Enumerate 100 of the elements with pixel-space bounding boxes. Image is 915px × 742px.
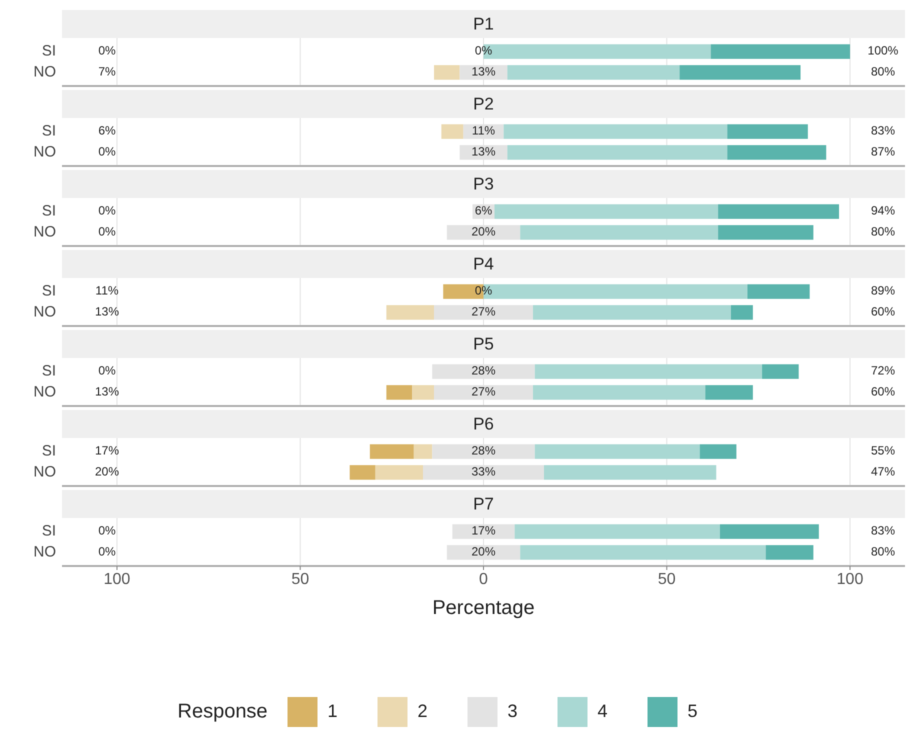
annotation: 13% <box>94 384 120 399</box>
bar <box>766 545 814 560</box>
annotation: 80% <box>870 224 896 239</box>
annotation: 0% <box>98 44 116 58</box>
bar <box>507 65 680 80</box>
bar <box>504 124 728 139</box>
annotation: 60% <box>870 304 896 319</box>
annotation: 27% <box>471 304 496 319</box>
chart-title: P1 <box>473 14 494 34</box>
y-tick-label: NO <box>34 143 56 160</box>
bar <box>710 44 850 59</box>
y-tick-label: SI <box>42 362 56 380</box>
bar <box>386 385 412 400</box>
annotation: 7% <box>98 64 116 79</box>
bar <box>727 145 826 160</box>
bar <box>718 204 840 219</box>
bar <box>730 305 753 320</box>
legend-label: 3 <box>508 700 518 721</box>
x-tick-label: 100 <box>836 571 864 588</box>
annotation: 17% <box>471 524 496 538</box>
bar <box>434 65 460 80</box>
legend-label: 1 <box>328 700 338 721</box>
annotation: 28% <box>471 444 496 458</box>
annotation: 20% <box>471 224 496 239</box>
annotation: 47% <box>870 464 896 479</box>
annotation: 13% <box>94 304 120 319</box>
bar <box>412 385 434 400</box>
bar <box>705 385 753 400</box>
annotation: 0% <box>98 524 116 538</box>
annotation: 11% <box>95 284 119 298</box>
bar <box>507 145 728 160</box>
annotation: 27% <box>471 384 496 399</box>
bar <box>718 225 814 240</box>
bar <box>514 524 720 539</box>
legend-title: Response <box>178 700 268 722</box>
bar <box>414 444 432 459</box>
y-tick-label: SI <box>42 282 56 300</box>
y-tick-label: NO <box>34 383 56 400</box>
annotation: 55% <box>870 444 896 458</box>
y-tick-label: NO <box>34 303 56 320</box>
chart-title: P5 <box>473 334 494 354</box>
bar <box>727 124 808 139</box>
y-tick-label: SI <box>42 442 56 460</box>
bar <box>494 204 718 219</box>
bar <box>680 65 801 80</box>
annotation: 87% <box>870 144 896 159</box>
bar <box>720 524 819 539</box>
x-axis-title: Percentage <box>432 597 535 619</box>
bar <box>441 124 464 139</box>
bar <box>386 305 434 320</box>
x-tick-label: 50 <box>658 571 676 588</box>
chart-title: P2 <box>473 94 494 114</box>
legend-label: 4 <box>598 700 608 721</box>
annotation: 0% <box>98 144 116 159</box>
annotation: 13% <box>471 64 496 79</box>
annotation: 6% <box>98 124 116 138</box>
y-tick-label: SI <box>42 202 56 220</box>
bar <box>544 465 716 480</box>
annotation: 13% <box>471 144 496 159</box>
annotation: 0% <box>98 204 116 218</box>
bar <box>370 444 414 459</box>
bar <box>747 284 810 299</box>
y-tick-label: SI <box>42 42 56 60</box>
y-tick-label: NO <box>34 63 56 80</box>
x-tick-label: 0 <box>479 571 488 588</box>
annotation: 89% <box>870 284 896 298</box>
annotation: 72% <box>870 364 896 378</box>
annotation: 17% <box>94 444 120 458</box>
y-tick-label: NO <box>34 223 56 240</box>
annotation: 94% <box>870 204 896 218</box>
y-tick-label: SI <box>42 522 56 540</box>
bar <box>700 444 736 459</box>
annotation: 80% <box>870 544 896 559</box>
bar <box>350 465 376 480</box>
y-tick-label: NO <box>34 543 56 560</box>
annotation: 0% <box>474 284 492 298</box>
legend-label: 5 <box>688 700 698 721</box>
annotation: 100% <box>868 44 899 58</box>
annotation: 0% <box>98 364 116 378</box>
annotation: 0% <box>98 224 116 239</box>
annotation: 0% <box>474 44 492 58</box>
annotation: 0% <box>98 544 116 559</box>
annotation: 80% <box>870 64 896 79</box>
annotation: 6% <box>474 204 492 218</box>
annotation: 83% <box>870 124 896 138</box>
chart-title: P4 <box>473 254 494 274</box>
y-tick-label: NO <box>34 463 56 480</box>
bar <box>534 364 762 379</box>
bar <box>520 545 766 560</box>
legend-label: 2 <box>418 700 428 721</box>
x-tick-label: 100 <box>104 571 130 588</box>
chart-title: P6 <box>473 414 494 434</box>
y-tick-label: SI <box>42 122 56 140</box>
annotation: 28% <box>471 364 496 378</box>
bar <box>375 465 424 480</box>
bar <box>532 305 731 320</box>
chart-title: P7 <box>473 494 494 514</box>
annotation: 60% <box>870 384 896 399</box>
bar <box>762 364 799 379</box>
annotation: 20% <box>471 544 496 559</box>
